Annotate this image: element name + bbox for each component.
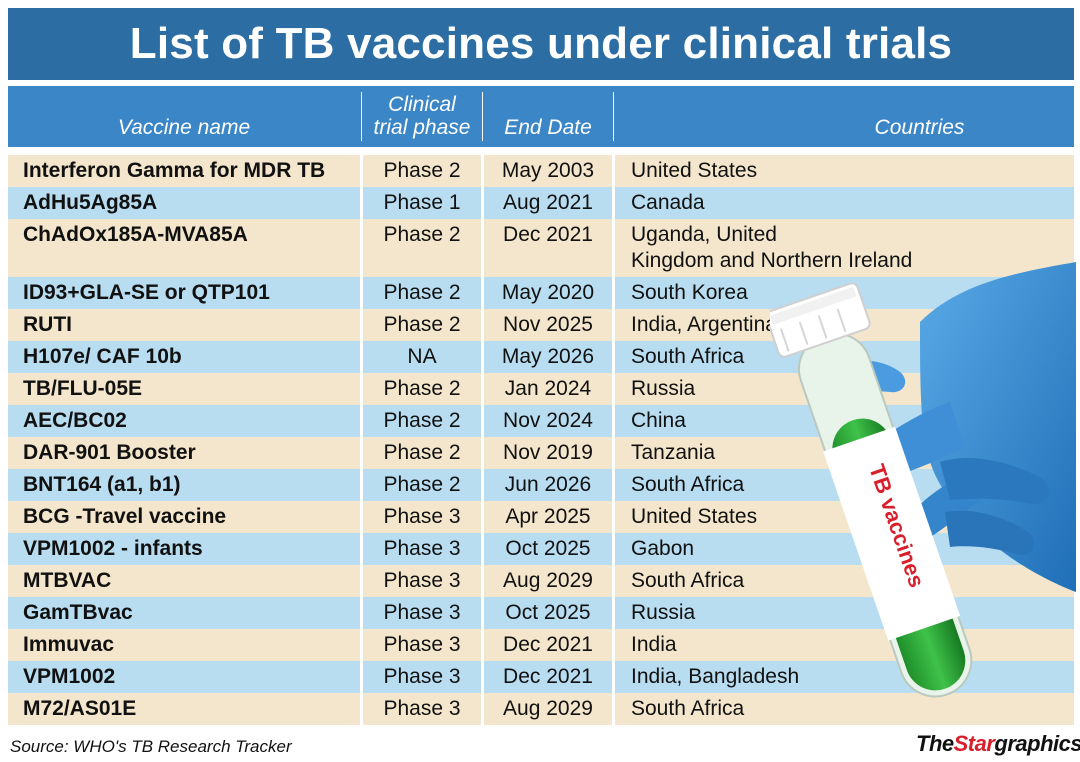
end-date-cell: Jun 2026 xyxy=(484,469,612,501)
vaccine-name-cell: BCG -Travel vaccine xyxy=(8,501,360,533)
vaccine-name-cell: AEC/BC02 xyxy=(8,405,360,437)
vaccine-name-cell: VPM1002 - infants xyxy=(8,533,360,565)
vaccine-name-cell: Immuvac xyxy=(8,629,360,661)
table-row: M72/AS01E Phase 3 Aug 2029 South Africa xyxy=(8,693,1074,725)
header-divider xyxy=(361,92,362,141)
vaccine-name-cell: BNT164 (a1, b1) xyxy=(8,469,360,501)
country-cell: Russia xyxy=(615,597,1074,629)
glove-finger-front xyxy=(940,457,1049,505)
phase-cell: Phase 2 xyxy=(363,405,481,437)
vaccine-name-cell: ID93+GLA-SE or QTP101 xyxy=(8,277,360,309)
country-cell: Uganda, United Kingdom and Northern Irel… xyxy=(615,219,1074,277)
vaccine-name-cell: ChAdOx185A-MVA85A xyxy=(8,219,360,277)
vaccine-name-cell: RUTI xyxy=(8,309,360,341)
logo-the: The xyxy=(916,731,954,756)
vaccine-name-cell: MTBVAC xyxy=(8,565,360,597)
test-tube-illustration: TB vaccines xyxy=(770,262,1076,698)
source-note: Source: WHO's TB Research Tracker xyxy=(10,737,292,756)
table-row: Immuvac Phase 3 Dec 2021 India xyxy=(8,629,1074,661)
country-cell: India xyxy=(615,629,1074,661)
end-date-cell: Nov 2025 xyxy=(484,309,612,341)
test-tube: TB vaccines xyxy=(770,282,973,698)
phase-cell: Phase 2 xyxy=(363,469,481,501)
end-date-cell: Dec 2021 xyxy=(484,219,612,277)
end-date-cell: Dec 2021 xyxy=(484,629,612,661)
table-row: DAR-901 Booster Phase 2 Nov 2019 Tanzani… xyxy=(8,437,1074,469)
table-header: Vaccine name Clinical trial phase End Da… xyxy=(8,86,1074,147)
phase-cell: NA xyxy=(363,341,481,373)
header-divider xyxy=(613,92,614,141)
end-date-cell: May 2003 xyxy=(484,155,612,187)
end-date-cell: Aug 2021 xyxy=(484,187,612,219)
table-row: Interferon Gamma for MDR TB Phase 2 May … xyxy=(8,155,1074,187)
header-phase-line2: trial phase xyxy=(373,116,471,139)
phase-cell: Phase 2 xyxy=(363,277,481,309)
end-date-cell: Nov 2024 xyxy=(484,405,612,437)
vaccine-name-cell: GamTBvac xyxy=(8,597,360,629)
country-cell: United States xyxy=(615,155,1074,187)
end-date-cell: Apr 2025 xyxy=(484,501,612,533)
phase-cell: Phase 3 xyxy=(363,693,481,725)
header-end-date: End Date xyxy=(504,116,592,139)
vaccine-name-cell: H107e/ CAF 10b xyxy=(8,341,360,373)
end-date-cell: May 2026 xyxy=(484,341,612,373)
vaccine-name-cell: M72/AS01E xyxy=(8,693,360,725)
publisher-logo: TheStargraphics xyxy=(916,731,1080,757)
vaccine-name-cell: AdHu5Ag85A xyxy=(8,187,360,219)
country-cell: South Africa xyxy=(615,565,1074,597)
table-row: AdHu5Ag85A Phase 1 Aug 2021 Canada xyxy=(8,187,1074,219)
table-row: MTBVAC Phase 3 Aug 2029 South Africa xyxy=(8,565,1074,597)
end-date-cell: Oct 2025 xyxy=(484,533,612,565)
phase-cell: Phase 3 xyxy=(363,629,481,661)
end-date-cell: Aug 2029 xyxy=(484,565,612,597)
phase-cell: Phase 3 xyxy=(363,661,481,693)
header-divider xyxy=(482,92,483,141)
header-countries: Countries xyxy=(874,116,965,139)
country-cell: Canada xyxy=(615,187,1074,219)
table-row: GamTBvac Phase 3 Oct 2025 Russia xyxy=(8,597,1074,629)
logo-star: Star xyxy=(953,731,995,756)
country-cell: South Africa xyxy=(615,693,1074,725)
phase-cell: Phase 3 xyxy=(363,533,481,565)
header-vaccine-name: Vaccine name xyxy=(117,116,251,139)
country-cell: India, Bangladesh xyxy=(615,661,1074,693)
phase-cell: Phase 2 xyxy=(363,373,481,405)
phase-cell: Phase 2 xyxy=(363,437,481,469)
end-date-cell: May 2020 xyxy=(484,277,612,309)
phase-cell: Phase 2 xyxy=(363,309,481,341)
glove-finger-front xyxy=(945,510,1034,556)
page-title: List of TB vaccines under clinical trial… xyxy=(8,8,1074,80)
phase-cell: Phase 2 xyxy=(363,219,481,277)
end-date-cell: Jan 2024 xyxy=(484,373,612,405)
vaccine-name-cell: TB/FLU-05E xyxy=(8,373,360,405)
vaccine-name-cell: VPM1002 xyxy=(8,661,360,693)
phase-cell: Phase 3 xyxy=(363,501,481,533)
country-line: Kingdom and Northern Ireland xyxy=(631,249,913,272)
vaccine-name-cell: DAR-901 Booster xyxy=(8,437,360,469)
end-date-cell: Nov 2019 xyxy=(484,437,612,469)
end-date-cell: Oct 2025 xyxy=(484,597,612,629)
end-date-cell: Aug 2029 xyxy=(484,693,612,725)
end-date-cell: Dec 2021 xyxy=(484,661,612,693)
table-row: VPM1002 Phase 3 Dec 2021 India, Banglade… xyxy=(8,661,1074,693)
header-phase-line1: Clinical xyxy=(388,93,456,116)
country-line: Uganda, United xyxy=(631,223,777,246)
phase-cell: Phase 3 xyxy=(363,597,481,629)
phase-cell: Phase 1 xyxy=(363,187,481,219)
header-clinical-trial-phase: Clinical trial phase xyxy=(363,86,481,147)
table-row: ChAdOx185A-MVA85A Phase 2 Dec 2021 Ugand… xyxy=(8,219,1074,277)
phase-cell: Phase 2 xyxy=(363,155,481,187)
vaccine-name-cell: Interferon Gamma for MDR TB xyxy=(8,155,360,187)
logo-graphics: graphics xyxy=(994,731,1080,756)
phase-cell: Phase 3 xyxy=(363,565,481,597)
